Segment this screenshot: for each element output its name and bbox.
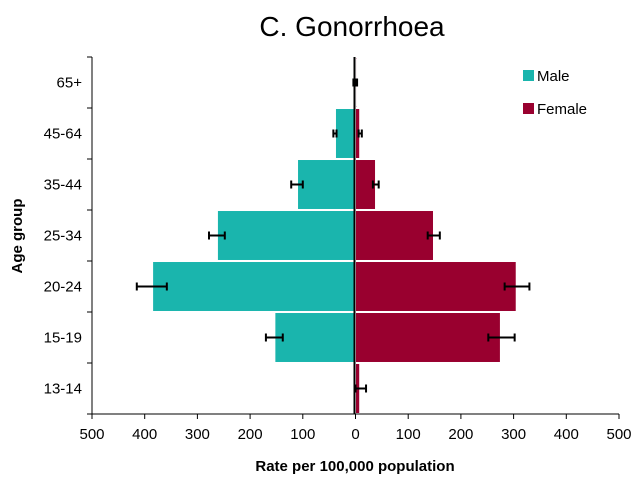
y-tick-label: 25-34 [44, 228, 82, 245]
legend-label-female: Female [537, 101, 587, 118]
legend-swatch-female [523, 103, 534, 114]
y-tick-label: 20-24 [44, 279, 82, 296]
y-tick-label: 35-44 [44, 177, 82, 194]
legend-label-male: Male [537, 68, 570, 85]
bar-male-15-19 [275, 313, 356, 363]
bars-layer [153, 58, 517, 414]
x-tick-label: 500 [79, 426, 104, 443]
bar-female-15-19 [356, 313, 501, 363]
chart-title: C. Gonorrhoea [259, 11, 445, 42]
error-bar-female-45-64 [359, 130, 362, 138]
x-ticks-layer: 500 400 300 200 100 0 100 200 300 400 500 [79, 414, 631, 443]
x-tick-label: 500 [606, 426, 631, 443]
x-axis-title: Rate per 100,000 population [255, 458, 454, 475]
x-tick-label: 300 [185, 426, 210, 443]
x-tick-label: 200 [448, 426, 473, 443]
x-tick-label: 400 [554, 426, 579, 443]
bar-male-45-64 [335, 109, 355, 159]
legend-swatch-male [523, 70, 534, 81]
legend: Male Female [523, 68, 587, 118]
y-tick-label: 13-14 [44, 381, 82, 398]
x-tick-label: 200 [238, 426, 263, 443]
error-bar-male-45-64 [333, 130, 336, 138]
x-tick-label: 300 [501, 426, 526, 443]
y-tick-label: 45-64 [44, 126, 82, 143]
bar-female-20-24 [356, 262, 517, 312]
y-ticks-layer: 65+ 45-64 35-44 25-34 20-24 15-19 13-14 [44, 57, 92, 414]
bar-male-35-44 [298, 160, 356, 210]
bar-female-25-34 [356, 211, 434, 261]
bar-male-20-24 [153, 262, 356, 312]
x-tick-label: 0 [351, 426, 359, 443]
y-axis-title: Age group [9, 199, 26, 274]
error-bar-female-65+ [356, 79, 357, 87]
y-tick-label: 65+ [57, 75, 83, 92]
bar-male-25-34 [217, 211, 355, 261]
x-tick-label: 400 [132, 426, 157, 443]
x-tick-label: 100 [396, 426, 421, 443]
y-tick-label: 15-19 [44, 330, 82, 347]
x-tick-label: 100 [290, 426, 315, 443]
